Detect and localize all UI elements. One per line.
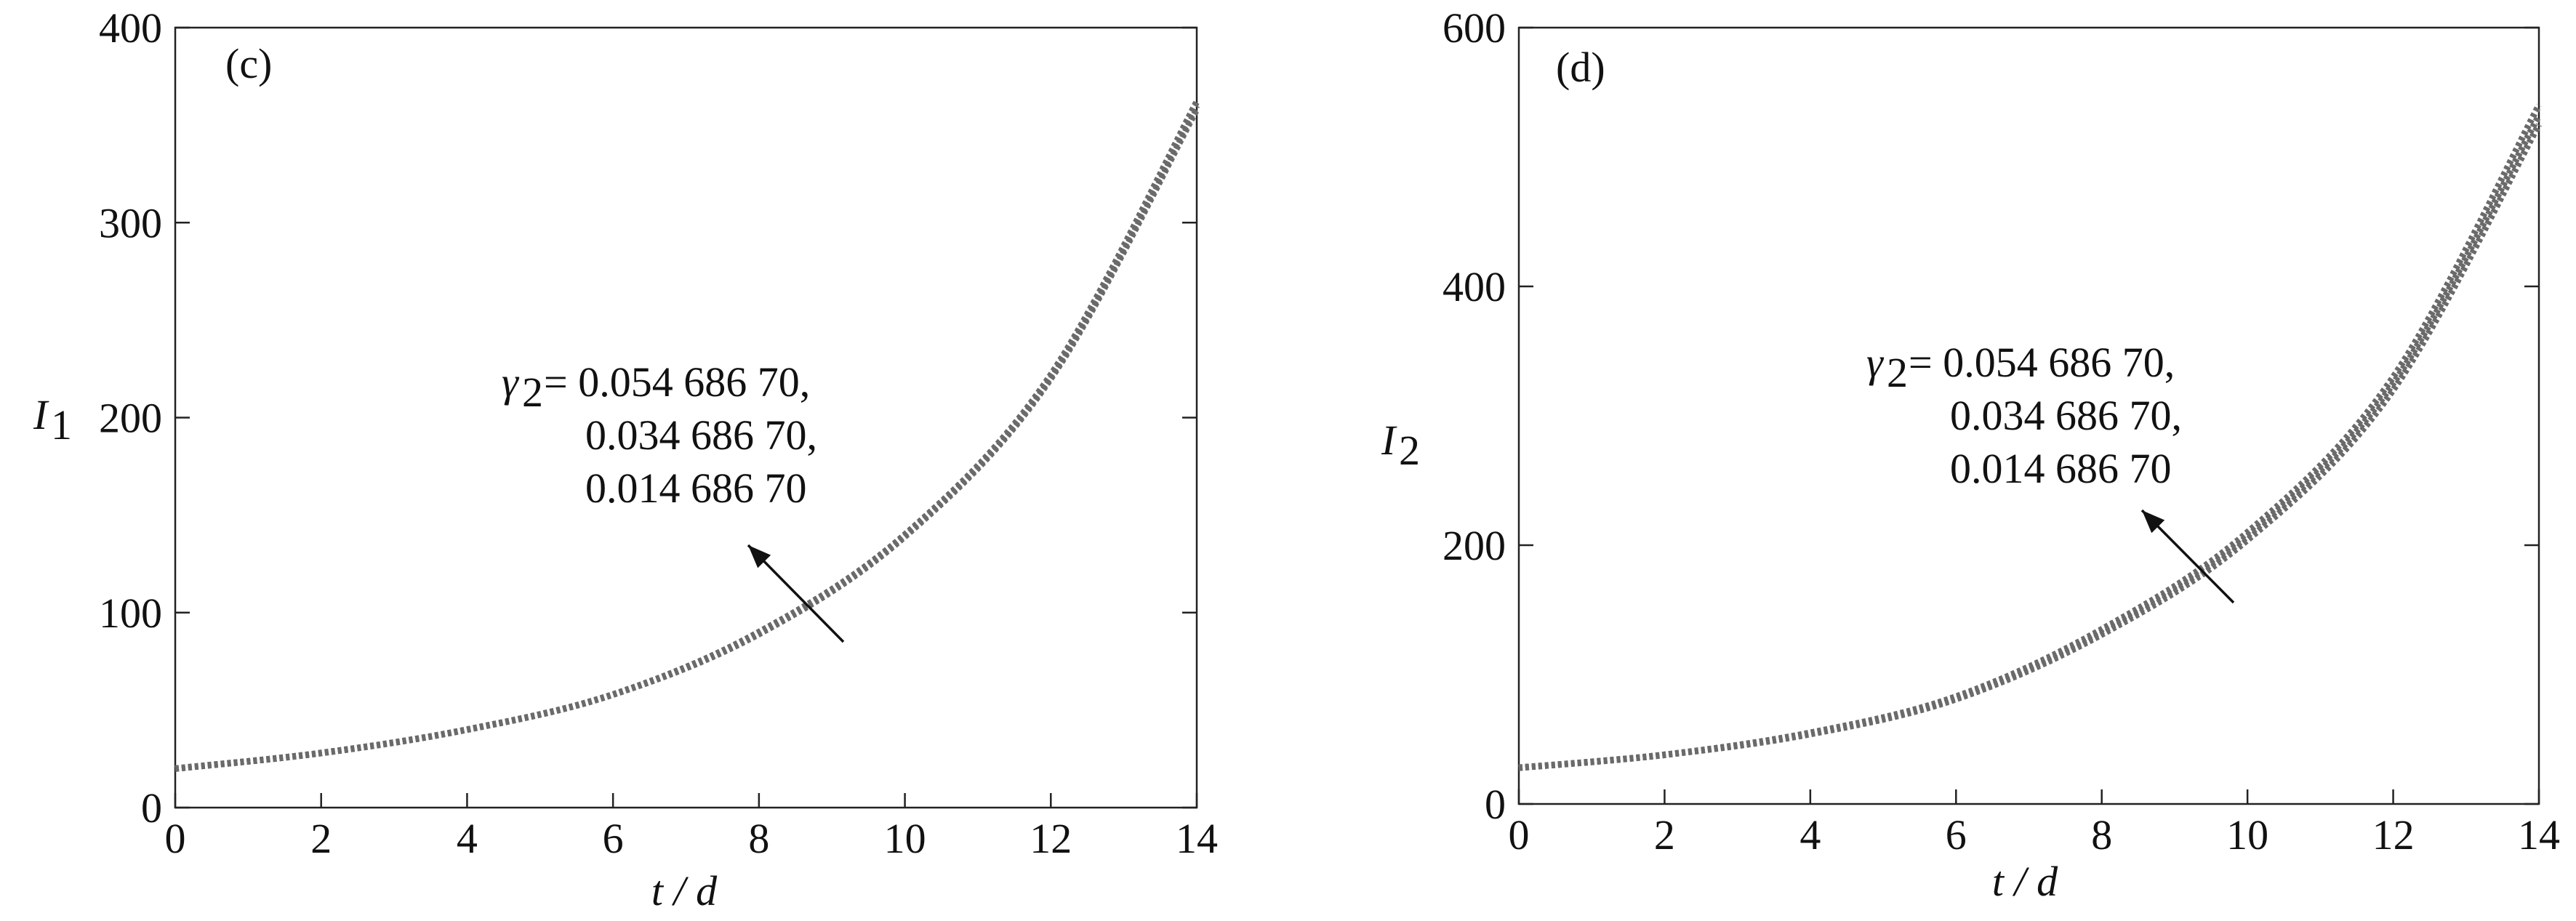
annotation-subscript: 2 bbox=[522, 369, 543, 416]
annotation-subscript: 2 bbox=[1887, 349, 1908, 396]
y-tick-label: 600 bbox=[1443, 4, 1506, 52]
y-axis-label-subscript: 1 bbox=[51, 401, 72, 449]
y-tick-label: 200 bbox=[99, 395, 162, 442]
x-tick-label: 14 bbox=[2518, 811, 2560, 858]
x-tick-label: 2 bbox=[310, 815, 332, 862]
annotation-line: = 0.054 686 70, bbox=[544, 358, 810, 406]
x-tick-label: 0 bbox=[165, 815, 186, 862]
x-tick-label: 6 bbox=[1946, 811, 1967, 858]
y-tick-label: 400 bbox=[99, 4, 162, 52]
y-tick-label: 200 bbox=[1443, 522, 1506, 569]
y-axis-label: I bbox=[1381, 417, 1397, 464]
y-tick-label: 400 bbox=[1443, 263, 1506, 310]
arrow-head bbox=[2142, 510, 2165, 534]
annotation-line: = 0.054 686 70, bbox=[1909, 339, 2175, 386]
x-tick-label: 4 bbox=[1799, 811, 1821, 858]
x-tick-label: 8 bbox=[748, 815, 769, 862]
x-tick-label: 0 bbox=[1509, 811, 1530, 858]
x-tick-label: 10 bbox=[2226, 811, 2268, 858]
annotation-line: 0.014 686 70 bbox=[585, 464, 807, 512]
x-tick-label: 10 bbox=[884, 815, 926, 862]
arrow-head bbox=[748, 545, 771, 568]
x-tick-label: 6 bbox=[603, 815, 624, 862]
panel-label: (d) bbox=[1556, 44, 1605, 91]
annotation-symbol: γ bbox=[502, 358, 520, 406]
x-tick-label: 12 bbox=[1030, 815, 1072, 862]
annotation-line: 0.014 686 70 bbox=[1950, 445, 2172, 492]
y-tick-label: 100 bbox=[99, 590, 162, 637]
x-axis-label: t / d bbox=[651, 867, 718, 914]
x-tick-label: 12 bbox=[2372, 811, 2415, 858]
x-tick-label: 4 bbox=[457, 815, 478, 862]
annotation-line: 0.034 686 70, bbox=[1950, 392, 2182, 439]
y-axis-label: I bbox=[33, 391, 49, 438]
annotation-symbol: γ bbox=[1866, 339, 1885, 386]
data-line bbox=[1518, 113, 2542, 771]
x-tick-label: 8 bbox=[2091, 811, 2112, 858]
data-line bbox=[174, 108, 1200, 772]
x-axis-label: t / d bbox=[1992, 858, 2058, 905]
y-axis-label-subscript: 2 bbox=[1399, 427, 1420, 474]
panel-label: (c) bbox=[225, 40, 272, 87]
y-tick-label: 0 bbox=[141, 784, 162, 832]
plot-frame bbox=[1517, 26, 2540, 805]
y-tick-label: 0 bbox=[1485, 781, 1506, 828]
x-tick-label: 14 bbox=[1176, 815, 1218, 862]
x-tick-label: 2 bbox=[1654, 811, 1675, 858]
annotation-line: 0.034 686 70, bbox=[585, 411, 817, 459]
y-tick-label: 300 bbox=[99, 199, 162, 246]
